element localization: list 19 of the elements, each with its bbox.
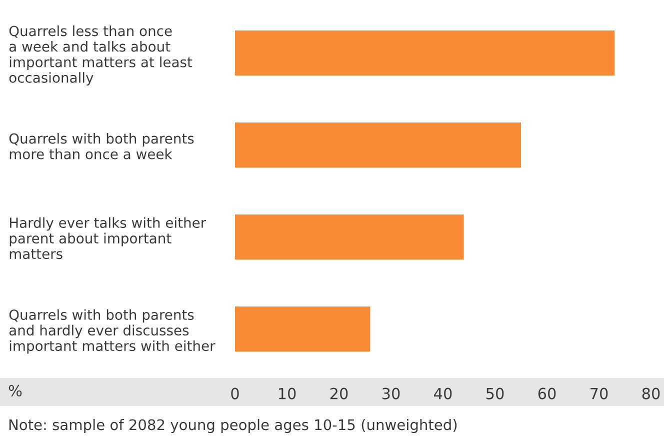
x-tick-label: 70 [590, 388, 608, 400]
bar [235, 214, 464, 260]
x-tick-label: 40 [434, 388, 452, 400]
x-tick-label: 20 [330, 388, 348, 400]
x-tick-label: 80 [642, 388, 660, 400]
x-axis-title: % [8, 384, 22, 396]
bar [235, 30, 615, 76]
text: Note: sample of 2082 young people ages 10-15 (unweighted) [9, 418, 457, 434]
x-tick-label: 0 [231, 388, 239, 400]
bar [235, 306, 370, 352]
bar [235, 122, 521, 168]
y-tick-label: Quarrels with both parents more than once a week [9, 133, 194, 160]
x-tick-label: 60 [538, 388, 556, 400]
y-tick-label: Quarrels with both parents and hardly ever discusses important matters with either [9, 309, 216, 354]
x-tick-label: 50 [486, 388, 504, 400]
x-tick-label: 10 [278, 388, 296, 400]
y-tick-label: Quarrels less than once a week and talks about important matters at least occasionally [9, 25, 192, 86]
y-tick-label: Hardly ever talks with either parent about important matters [10, 217, 206, 260]
x-tick-label: 30 [382, 388, 400, 400]
